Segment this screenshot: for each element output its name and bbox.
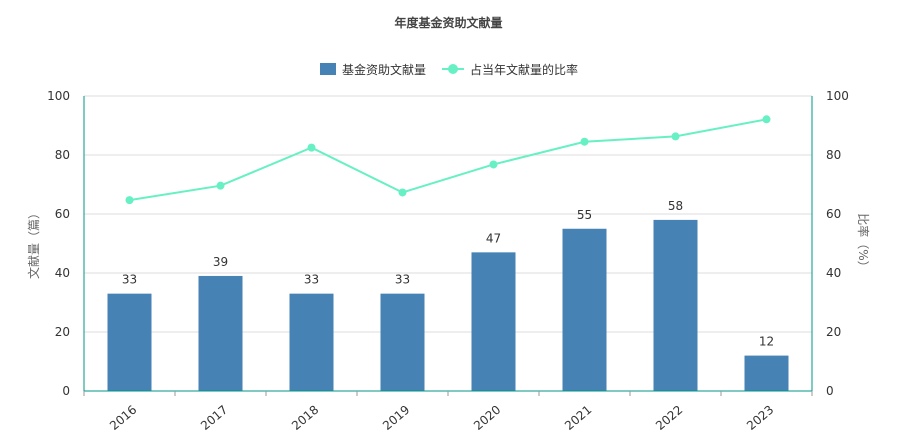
legend-item-bar-series[interactable]: 基金资助文献量 xyxy=(320,60,426,78)
legend-label-line-series: 占当年文献量的比率 xyxy=(470,62,579,77)
x-tick-label: 2021 xyxy=(562,403,594,433)
ratio-point xyxy=(307,143,316,152)
ratio-point xyxy=(489,160,498,169)
label-layer: 0 20 40 60 80 100 0 20 40 60 80 100 33 39 33 33 47 55 58 12… xyxy=(47,89,849,433)
y2-tick-label: 80 xyxy=(826,148,841,162)
x-tick-label: 2018 xyxy=(289,403,321,433)
bar-value-label: 58 xyxy=(668,199,683,213)
bar xyxy=(653,219,698,391)
bar-value-label: 12 xyxy=(759,335,774,349)
x-tick-label: 2022 xyxy=(653,403,685,433)
y-tick-label: 100 xyxy=(47,89,70,103)
chart-title: 年度基金资助文献量 xyxy=(394,16,503,30)
legend-label-bar-series: 基金资助文献量 xyxy=(342,62,427,77)
y2-tick-label: 100 xyxy=(826,89,849,103)
bar xyxy=(107,293,152,391)
y2-tick-label: 0 xyxy=(826,384,834,398)
x-tick-label: 2017 xyxy=(198,403,230,433)
x-tick-label: 2016 xyxy=(107,403,139,433)
bar-value-label: 33 xyxy=(304,273,319,287)
bar xyxy=(471,252,516,391)
bar-value-label: 55 xyxy=(577,208,592,222)
axis-layer xyxy=(83,96,813,396)
y-axis-label: 文献量（篇） xyxy=(26,207,41,279)
legend-item-line-series[interactable]: 占当年文献量的比率 xyxy=(442,60,578,78)
legend-bar-swatch xyxy=(320,63,336,75)
y-tick-label: 60 xyxy=(55,207,70,221)
x-tick-label: 2019 xyxy=(380,403,412,433)
ratio-point xyxy=(762,115,771,124)
x-tick-label: 2023 xyxy=(744,403,776,433)
y2-tick-label: 60 xyxy=(826,207,841,221)
bar-layer xyxy=(107,219,789,391)
ratio-point xyxy=(580,137,589,146)
y-tick-label: 80 xyxy=(55,148,70,162)
ratio-point xyxy=(216,181,225,190)
bar xyxy=(198,275,243,391)
bar-value-label: 39 xyxy=(213,255,228,269)
ratio-point xyxy=(398,188,407,197)
y-tick-label: 40 xyxy=(55,266,70,280)
y2-tick-label: 20 xyxy=(826,325,841,339)
chart-legend: 基金资助文献量 占当年文献量的比率 xyxy=(0,60,897,78)
bar-value-label: 33 xyxy=(395,273,410,287)
bar xyxy=(562,228,607,391)
ratio-line xyxy=(129,118,767,202)
y2-tick-label: 40 xyxy=(826,266,841,280)
ratio-point xyxy=(125,196,134,205)
bar-value-label: 33 xyxy=(122,273,137,287)
x-tick-label: 2020 xyxy=(471,403,503,433)
legend-line-swatch xyxy=(442,63,464,75)
bar xyxy=(380,293,425,391)
bar xyxy=(744,355,789,391)
bar-value-label: 47 xyxy=(486,231,501,245)
bar xyxy=(289,293,334,391)
y2-axis-label: 比率（%） xyxy=(856,213,871,272)
line-layer xyxy=(125,115,771,205)
ratio-point xyxy=(671,132,680,141)
y-tick-label: 20 xyxy=(55,325,70,339)
y-tick-label: 0 xyxy=(62,384,70,398)
